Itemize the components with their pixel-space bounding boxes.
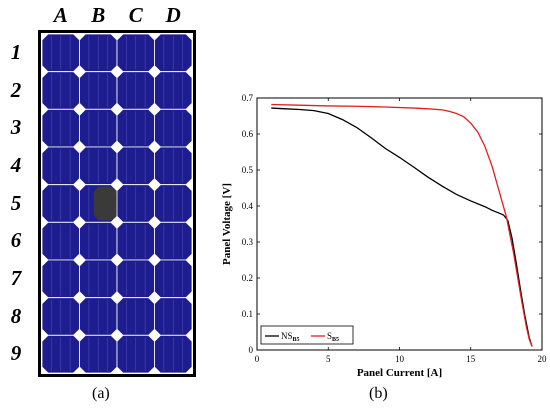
row-label-4: 4 xyxy=(10,152,22,177)
row-label-6: 6 xyxy=(10,228,22,253)
column-label-C: C xyxy=(128,3,143,27)
y-tick-label: 0.2 xyxy=(242,273,253,283)
x-tick-label: 15 xyxy=(466,354,476,364)
y-tick-label: 0.4 xyxy=(242,201,254,211)
y-tick-label: 0.7 xyxy=(242,93,254,103)
row-label-8: 8 xyxy=(10,303,22,328)
chart-svg: 0 5 10 15 20 0 0.1 0.2 0.3 0.4 0.5 0.6 0.7 Panel Curr… xyxy=(221,93,548,379)
row-label-1: 1 xyxy=(10,39,22,64)
shade-patch xyxy=(93,186,117,221)
y-tick-label: 0.5 xyxy=(242,165,254,175)
caption-a: (a) xyxy=(92,385,110,402)
row-label-5: 5 xyxy=(10,190,22,215)
row-label-9: 9 xyxy=(10,341,22,366)
legend-label-subscript: B5 xyxy=(332,337,339,343)
legend-label-subscript: B5 xyxy=(293,337,300,343)
x-tick-label: 10 xyxy=(395,354,405,364)
column-label-A: A xyxy=(53,3,68,27)
y-axis-title: Panel Voltage [V] xyxy=(221,183,233,265)
row-label-2: 2 xyxy=(10,77,22,102)
column-label-B: B xyxy=(91,3,106,27)
x-tick-label: 0 xyxy=(255,354,260,364)
row-label-7: 7 xyxy=(10,265,22,290)
series-line-SB5 xyxy=(271,103,533,347)
x-tick-label: 20 xyxy=(538,354,548,364)
y-tick-label: 0.6 xyxy=(242,129,254,139)
solar-panel-grid xyxy=(38,30,196,377)
x-axis-title: Panel Current [A] xyxy=(357,367,442,379)
series-line-NSB5 xyxy=(271,107,533,347)
y-tick-label: 0.3 xyxy=(242,237,254,247)
x-tick-label: 5 xyxy=(326,354,331,364)
legend-box xyxy=(260,325,354,345)
column-label-D: D xyxy=(165,3,181,27)
caption-b: (b) xyxy=(369,385,388,402)
plot-frame xyxy=(256,97,543,351)
y-tick-label: 0 xyxy=(249,345,254,355)
voltage-current-chart: 0 5 10 15 20 0 0.1 0.2 0.3 0.4 0.5 0.6 0.7 Panel Curr… xyxy=(215,0,550,410)
y-tick-label: 0.1 xyxy=(242,309,253,319)
row-label-3: 3 xyxy=(10,115,22,140)
